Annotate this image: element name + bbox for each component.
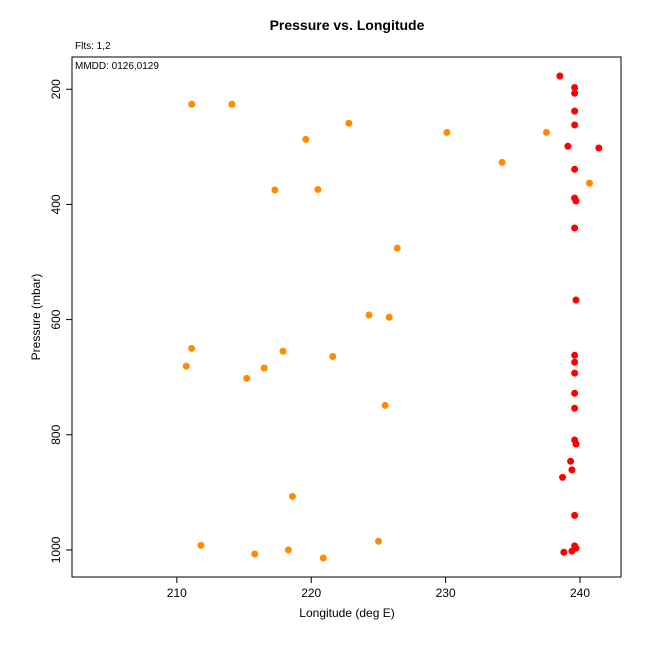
y-tick-label: 600	[49, 309, 63, 329]
data-point	[228, 100, 236, 108]
data-point	[572, 440, 580, 448]
x-axis-label: Longitude (deg E)	[299, 606, 394, 620]
data-point	[443, 128, 451, 136]
data-point	[498, 158, 506, 166]
y-tick-label: 200	[49, 79, 63, 99]
plot-frame	[71, 56, 622, 578]
data-point	[243, 374, 251, 382]
data-point	[595, 144, 603, 152]
y-axis-label: Pressure (mbar)	[29, 274, 43, 361]
data-point	[571, 358, 579, 366]
y-tick-label: 800	[49, 424, 63, 444]
x-tick-label: 210	[167, 586, 187, 600]
data-point	[385, 313, 393, 321]
data-point	[381, 401, 389, 409]
data-point	[568, 547, 576, 555]
y-tick-label: 1000	[49, 536, 63, 563]
annotation: MMDD: 0126,0129	[75, 61, 159, 72]
data-point	[319, 554, 327, 562]
data-point	[284, 546, 292, 554]
data-point	[571, 84, 579, 92]
data-point	[585, 179, 593, 187]
data-point	[302, 135, 310, 143]
data-point	[571, 107, 579, 115]
data-point	[571, 224, 579, 232]
data-point	[365, 311, 373, 319]
annotation: Flts: 1,2	[75, 41, 111, 52]
data-point	[571, 89, 579, 97]
x-tick-label: 230	[436, 586, 456, 600]
data-point	[572, 296, 580, 304]
data-point	[374, 537, 382, 545]
data-point	[188, 100, 196, 108]
x-tick-label: 220	[301, 586, 321, 600]
data-point	[567, 457, 575, 465]
data-point	[197, 541, 205, 549]
data-point	[571, 511, 579, 519]
data-point	[251, 550, 259, 558]
data-point	[560, 548, 568, 556]
data-point	[559, 473, 567, 481]
data-point	[571, 404, 579, 412]
data-point	[568, 466, 576, 474]
y-tick-label: 400	[49, 194, 63, 214]
data-point	[271, 186, 279, 194]
data-point	[571, 389, 579, 397]
data-point	[288, 492, 296, 500]
x-tick-label: 240	[570, 586, 590, 600]
chart-title: Pressure vs. Longitude	[270, 17, 425, 33]
data-point	[279, 347, 287, 355]
data-point	[314, 185, 322, 193]
data-point	[260, 364, 268, 372]
data-point	[571, 121, 579, 129]
data-point	[345, 119, 353, 127]
data-point	[182, 362, 190, 370]
data-point	[571, 351, 579, 359]
data-point	[571, 369, 579, 377]
data-point	[329, 352, 337, 360]
data-point	[393, 244, 401, 252]
data-point	[188, 344, 196, 352]
data-point	[571, 165, 579, 173]
data-point	[556, 72, 564, 80]
data-point	[572, 197, 580, 205]
data-point	[542, 128, 550, 136]
data-point	[564, 142, 572, 150]
